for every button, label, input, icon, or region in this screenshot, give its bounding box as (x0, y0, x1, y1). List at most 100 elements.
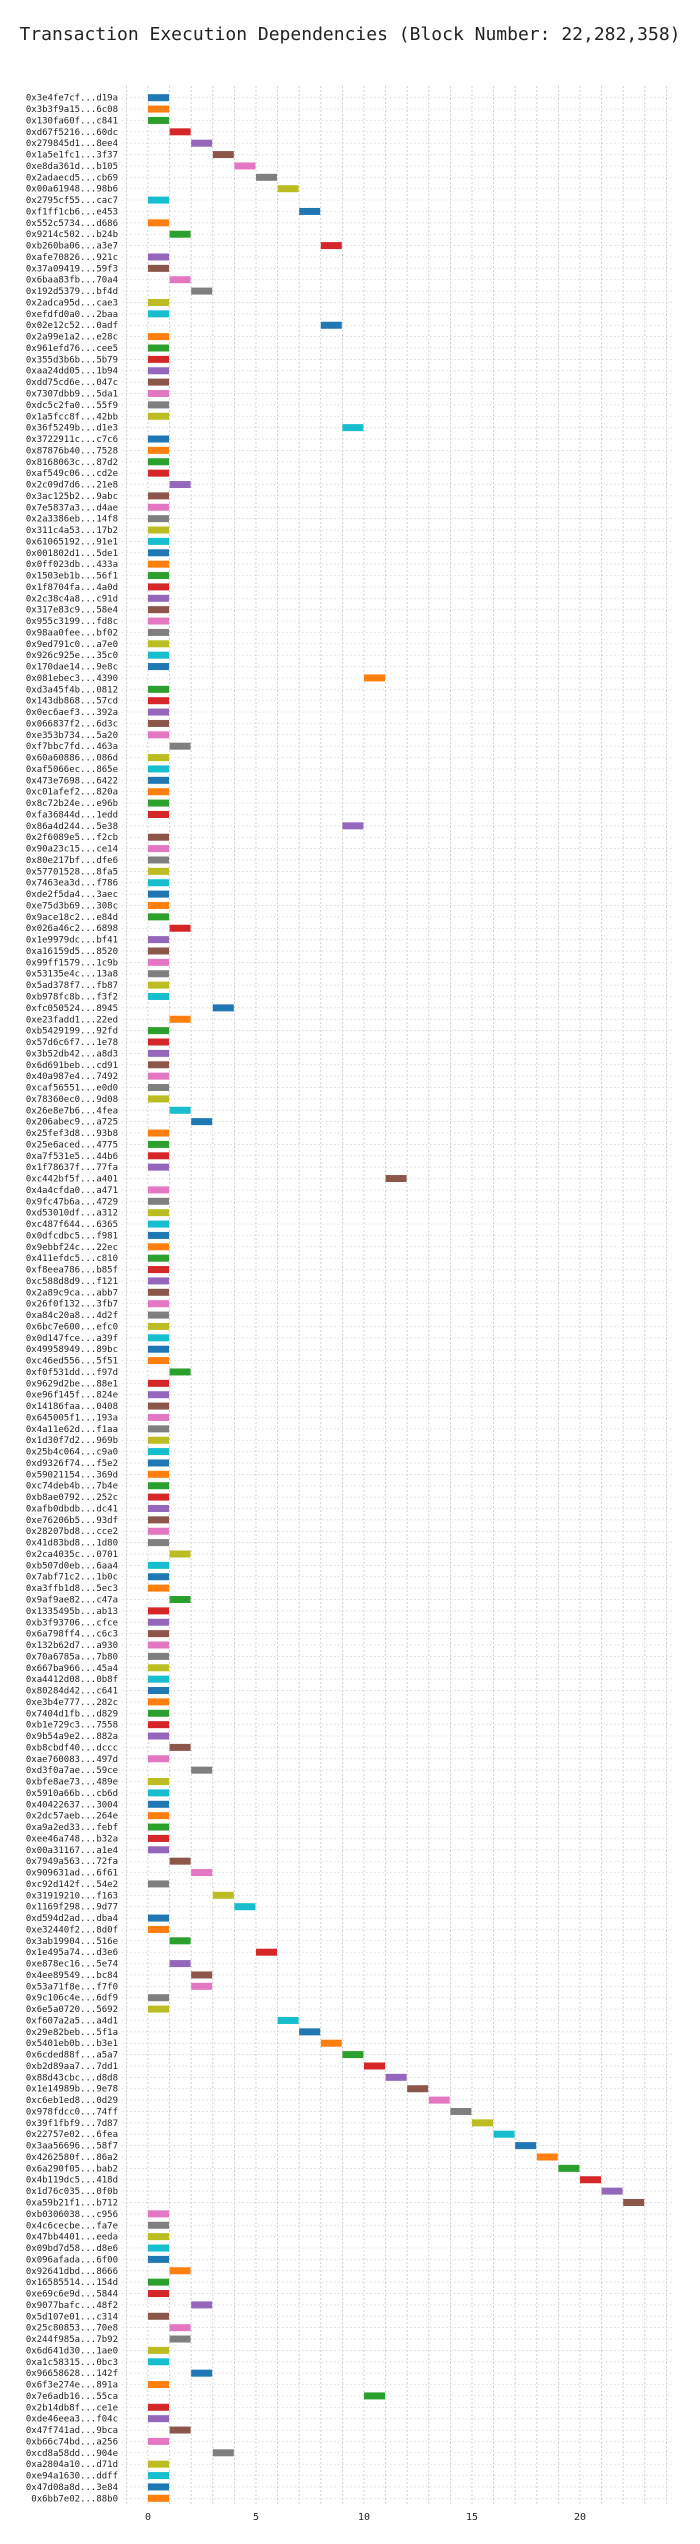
transaction-bar (148, 1425, 169, 1433)
transaction-bar (148, 2210, 169, 2218)
transaction-bar (148, 537, 169, 545)
y-tick-label: 0x6a290f05...bab2 (26, 2164, 118, 2174)
transaction-bar (169, 1960, 191, 1968)
y-tick-label: 0x6cded88f...a5a7 (26, 2051, 118, 2061)
transaction-bar (472, 2119, 493, 2127)
y-tick-label: 0x25c80853...70e8 (26, 2324, 118, 2334)
y-tick-label: 0x0ff023db...433a (26, 560, 118, 570)
y-tick-label: 0x9af9ae82...c47a (26, 1596, 118, 1606)
y-tick-label: 0x36f5249b...d1e3 (26, 424, 118, 434)
y-tick-label: 0x92641dbd...8666 (26, 2267, 118, 2277)
y-tick-label: 0xb0306038...c956 (26, 2210, 118, 2220)
y-tick-label: 0xfa36844d...1edd (26, 810, 118, 820)
transaction-bar (148, 890, 169, 898)
transaction-bar (148, 2460, 169, 2468)
transaction-bar (148, 1072, 169, 1080)
y-tick-label: 0x552c5734...d686 (26, 219, 118, 229)
y-tick-label: 0xafe70826...921c (26, 253, 118, 263)
transaction-bar (169, 2426, 191, 2434)
transaction-bar (148, 1288, 169, 1296)
transaction-bar (148, 1709, 169, 1717)
y-tick-label: 0x1f8704fa...4a0d (26, 583, 118, 593)
transaction-bar (148, 1755, 169, 1763)
y-tick-label: 0xe3b4e777...282c (26, 1698, 118, 1708)
transaction-bar (191, 1982, 213, 1990)
transaction-bar (148, 1721, 169, 1729)
transaction-bar (148, 2278, 169, 2286)
transaction-bar (320, 321, 342, 329)
y-tick-label: 0xe69c6e9d...5844 (26, 2290, 118, 2300)
transaction-bar (148, 1641, 169, 1649)
transaction-bar (148, 1027, 169, 1035)
y-tick-label: 0x9ed791c0...a7e0 (26, 640, 118, 650)
transaction-bar (148, 1584, 169, 1592)
transaction-bar (148, 754, 169, 762)
y-tick-label: 0x9c106c4e...6df9 (26, 1994, 118, 2004)
y-tick-label: 0xa3ffb1d8...5ec3 (26, 1584, 118, 1594)
transaction-bar (148, 2005, 169, 2013)
y-tick-label: 0xa2804a10...d71d (26, 2460, 118, 2470)
x-tick-label: 10 (358, 2512, 370, 2523)
transaction-bar (212, 1891, 234, 1899)
y-tick-label: 0xf8eea786...b85f (26, 1266, 118, 1276)
transaction-bar (191, 2301, 213, 2309)
y-tick-label: 0x25fef3d8...93b8 (26, 1129, 118, 1139)
transaction-bar (191, 1766, 213, 1774)
transaction-bar (169, 1550, 191, 1558)
transaction-bar (148, 1402, 169, 1410)
y-tick-label: 0xafb0dbdb...dc41 (26, 1504, 118, 1514)
transaction-bar (148, 708, 169, 716)
transaction-bar (148, 845, 169, 853)
y-tick-label: 0x3b52db42...a8d3 (26, 1049, 118, 1059)
y-tick-label: 0x2b14db8f...ce1e (26, 2403, 118, 2413)
transaction-bar (148, 640, 169, 648)
y-tick-label: 0x926c925e...35c0 (26, 651, 118, 661)
y-tick-label: 0x143db868...57cd (26, 697, 118, 707)
y-tick-label: 0xdc5c2fa0...55f9 (26, 401, 118, 411)
transaction-bar (148, 264, 169, 272)
transaction-bar (148, 1266, 169, 1274)
transaction-bar (169, 230, 191, 238)
transaction-bar (148, 1561, 169, 1569)
y-tick-label: 0xf1ff1cb6...e453 (26, 207, 118, 217)
transaction-bar (148, 310, 169, 318)
transaction-bar (148, 2483, 169, 2491)
transaction-bar (169, 742, 191, 750)
y-tick-label: 0x473e7698...6422 (26, 776, 118, 786)
y-tick-label: 0x1169f298...9d77 (26, 1903, 118, 1913)
y-tick-label: 0x1e14989b...9e78 (26, 2085, 118, 2095)
y-tick-label: 0x244f985a...7b92 (26, 2335, 118, 2345)
transaction-bar (148, 503, 169, 511)
y-tick-label: 0x2a99e1a2...e28c (26, 333, 118, 343)
transaction-bar (148, 2403, 169, 2411)
transaction-bar (407, 2085, 429, 2093)
transaction-bar (148, 1687, 169, 1695)
transaction-bar (148, 1163, 169, 1171)
transaction-bar (148, 867, 169, 875)
transaction-bar (148, 1209, 169, 1217)
transaction-bar (169, 924, 191, 932)
y-tick-label: 0x170dae14...9e8c (26, 663, 118, 673)
transaction-bar (148, 94, 169, 102)
transaction-bar (169, 276, 191, 284)
transaction-bar (364, 2062, 385, 2070)
y-tick-label: 0x311c4a53...17b2 (26, 526, 118, 536)
transaction-bar (148, 526, 169, 534)
y-tick-label: 0x3722911c...c7c6 (26, 435, 118, 445)
y-tick-label: 0x130fa60f...c841 (26, 116, 118, 126)
y-tick-label: 0x40422637...3004 (26, 1800, 118, 1810)
y-tick-label: 0x47f741ad...9bca (26, 2426, 118, 2436)
transaction-bar (148, 1732, 169, 1740)
transaction-bar (148, 1846, 169, 1854)
y-tick-label: 0x2ca4035c...0701 (26, 1550, 118, 1560)
transaction-bar (212, 151, 234, 159)
y-tick-label: 0x645005f1...193a (26, 1413, 118, 1423)
y-tick-label: 0xb2d89aa7...7dd1 (26, 2062, 118, 2072)
transaction-bar (148, 2472, 169, 2480)
y-tick-label: 0xaf5066ec...865e (26, 765, 118, 775)
y-tick-label: 0x9ace18c2...e84d (26, 913, 118, 923)
y-tick-label: 0x25e6aced...4775 (26, 1140, 118, 1150)
transaction-bar (148, 1129, 169, 1137)
y-tick-label: 0xe94a1630...ddff (26, 2472, 118, 2482)
